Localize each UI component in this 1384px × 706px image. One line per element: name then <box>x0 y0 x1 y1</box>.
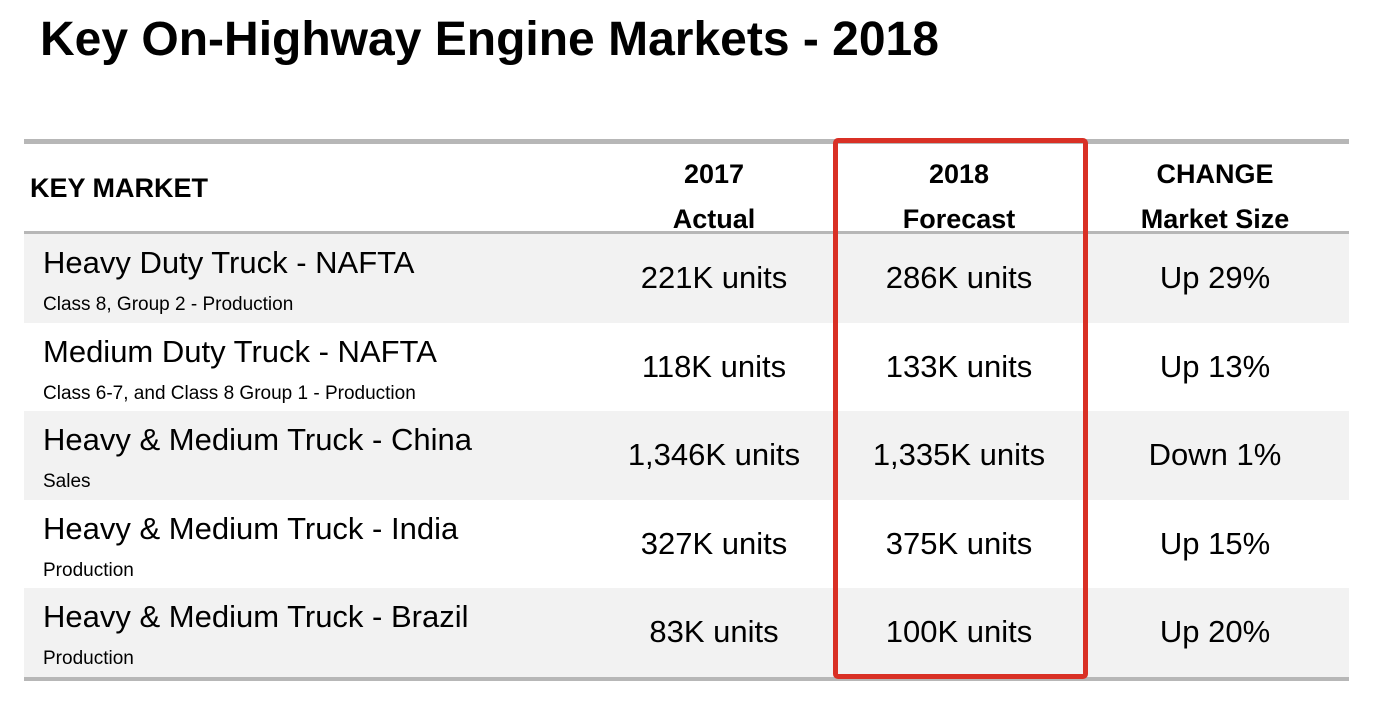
change-cell: Up 15% <box>1159 525 1271 561</box>
forecast-2018-cell: 1,335K units <box>872 437 1046 473</box>
key-market-header: KEY MARKET <box>30 173 209 203</box>
table-row: Heavy Duty Truck - NAFTA Class 8, Group … <box>24 234 1349 323</box>
market-name: Heavy & Medium Truck - India <box>43 510 459 546</box>
actual-2017-cell: 118K units <box>641 348 787 384</box>
change-cell: Up 29% <box>1159 260 1271 295</box>
forecast-2018-header-label: Forecast <box>902 204 1016 234</box>
table-row: Heavy & Medium Truck - India Production … <box>24 499 1349 589</box>
forecast-2018-cell: 286K units <box>885 260 1033 295</box>
market-name: Heavy Duty Truck - NAFTA <box>43 245 415 280</box>
actual-2017-cell: 327K units <box>640 525 788 561</box>
forecast-2018-header-year: 2018 <box>928 159 990 189</box>
market-subtitle: Production <box>43 648 134 670</box>
table-row: Heavy & Medium Truck - Brazil Production… <box>24 588 1349 677</box>
page-title: Key On-Highway Engine Markets - 2018 <box>40 13 939 66</box>
market-subtitle: Production <box>43 559 134 581</box>
market-subtitle: Sales <box>43 471 91 493</box>
change-header-line2: Market Size <box>1140 204 1290 234</box>
table-bottom-rule <box>24 676 1349 681</box>
market-name: Medium Duty Truck - NAFTA <box>43 333 437 369</box>
markets-table: KEY MARKET 2017 Actual 2018 Forecast CHA… <box>24 139 1349 681</box>
change-cell: Down 1% <box>1148 437 1282 473</box>
market-name: Heavy & Medium Truck - Brazil <box>43 599 469 635</box>
change-header-line1: CHANGE <box>1156 159 1274 189</box>
market-subtitle: Class 6-7, and Class 8 Group 1 - Product… <box>43 382 416 404</box>
header-rule <box>24 231 1349 234</box>
table-header: KEY MARKET 2017 Actual 2018 Forecast CHA… <box>24 144 1349 234</box>
table-row: Heavy & Medium Truck - China Sales 1,346… <box>24 411 1349 500</box>
table-top-rule <box>24 139 1349 144</box>
change-cell: Up 13% <box>1159 348 1271 384</box>
actual-2017-cell: 83K units <box>649 614 779 650</box>
actual-2017-cell: 221K units <box>640 260 788 295</box>
market-subtitle: Class 8, Group 2 - Production <box>43 294 294 315</box>
market-name: Heavy & Medium Truck - China <box>43 422 472 458</box>
forecast-2018-cell: 100K units <box>885 614 1033 650</box>
actual-2017-cell: 1,346K units <box>627 437 801 473</box>
forecast-2018-cell: 375K units <box>885 525 1033 561</box>
actual-2017-header-year: 2017 <box>683 159 745 189</box>
change-cell: Up 20% <box>1159 614 1271 650</box>
table-row: Medium Duty Truck - NAFTA Class 6-7, and… <box>24 322 1349 412</box>
forecast-2018-header: 2018 Forecast <box>834 152 1084 242</box>
actual-2017-header: 2017 Actual <box>589 152 839 242</box>
forecast-2018-cell: 133K units <box>885 348 1033 384</box>
actual-2017-header-label: Actual <box>672 204 756 234</box>
change-header: CHANGE Market Size <box>1090 152 1340 242</box>
